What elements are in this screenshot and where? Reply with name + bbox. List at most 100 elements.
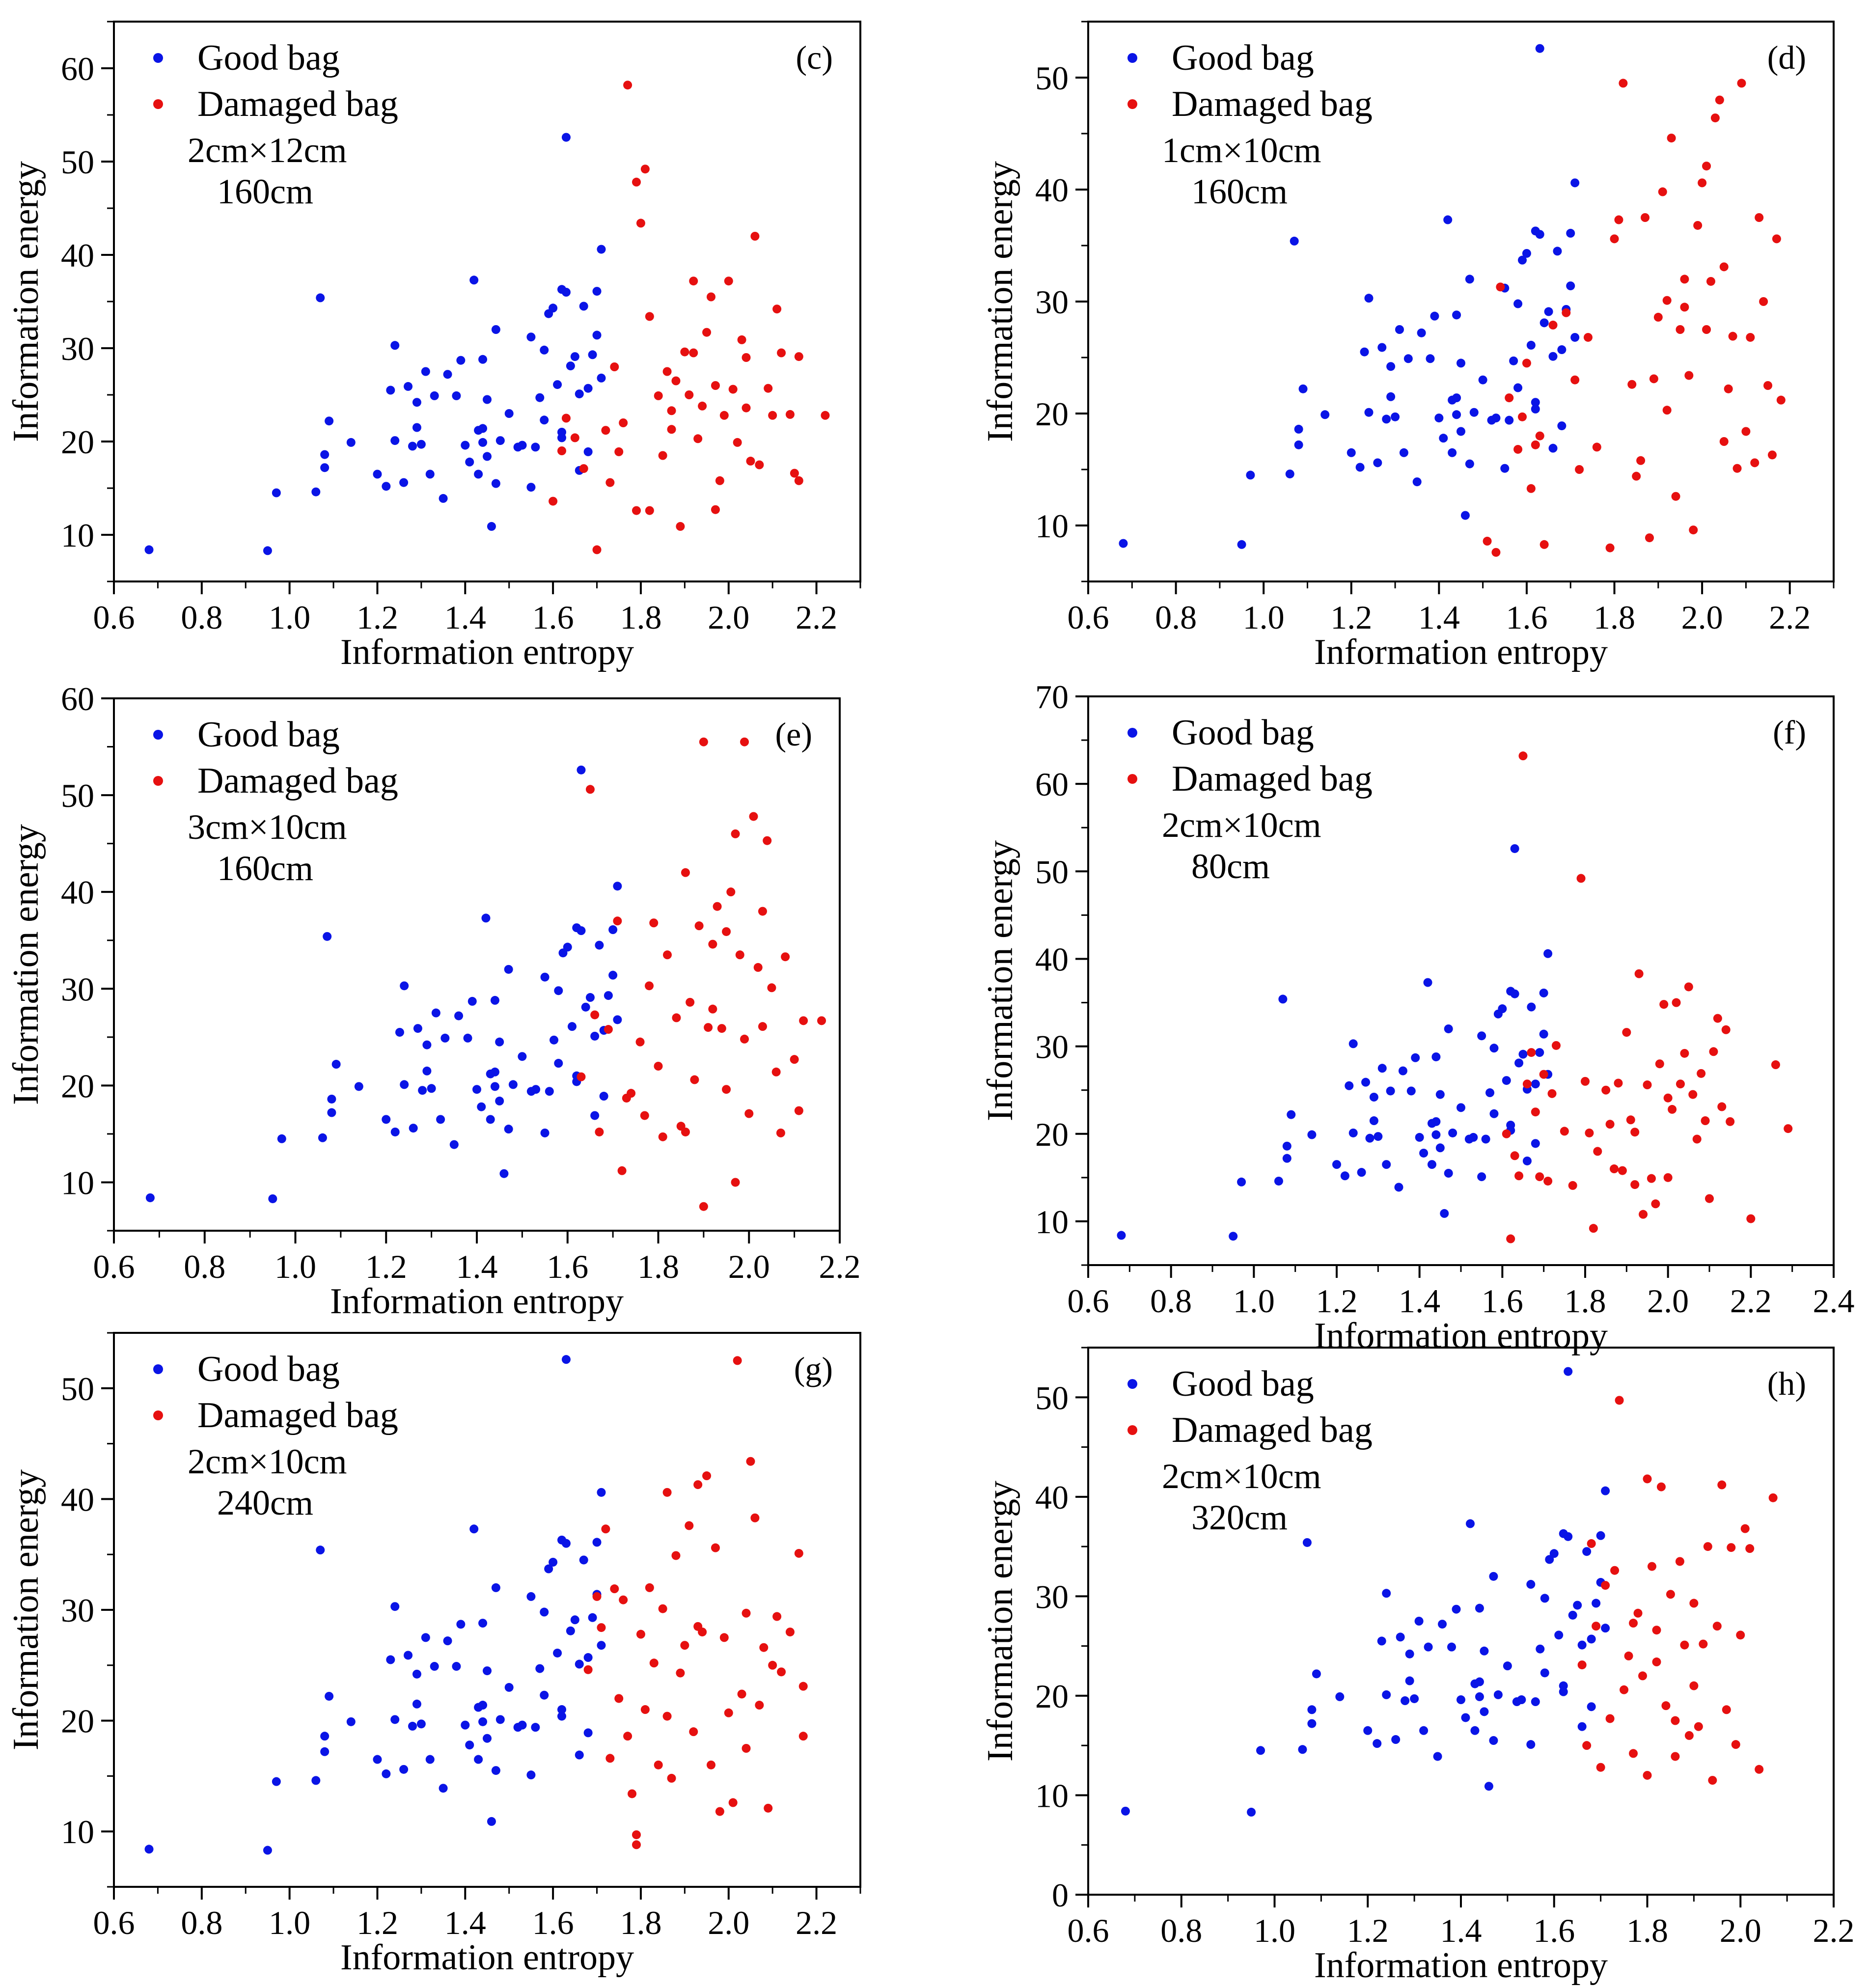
data-point (1622, 1028, 1631, 1037)
data-point (1475, 1677, 1484, 1686)
data-point (1721, 1025, 1731, 1034)
data-point (404, 382, 413, 391)
data-point (1692, 1134, 1702, 1144)
data-point (1522, 1156, 1532, 1165)
data-point (1457, 427, 1465, 436)
data-point (1500, 464, 1510, 473)
legend-marker (153, 730, 163, 740)
y-tick-label: 40 (61, 1481, 94, 1518)
data-point (1544, 307, 1553, 316)
data-point (390, 1602, 400, 1611)
data-point (1430, 311, 1439, 321)
x-tick-label: 2.0 (708, 599, 749, 636)
data-point (311, 487, 321, 497)
data-point (645, 981, 654, 991)
x-tick-label: 1.0 (275, 1248, 316, 1285)
data-point (549, 497, 558, 506)
data-point (1759, 297, 1768, 306)
x-tick-label: 2.0 (1647, 1282, 1689, 1320)
data-point (1610, 234, 1619, 244)
x-tick-label: 2.4 (1813, 1282, 1855, 1320)
legend-marker (153, 776, 163, 786)
data-point (1577, 1660, 1587, 1670)
data-point (1575, 465, 1584, 474)
data-point (595, 1127, 604, 1136)
x-tick-label: 1.0 (1243, 599, 1285, 636)
x-tick-label: 0.6 (93, 1904, 135, 1941)
data-point (1360, 347, 1369, 357)
data-point (689, 276, 698, 286)
data-point (604, 991, 613, 1000)
data-point (540, 972, 550, 982)
data-point (722, 927, 731, 936)
data-point (772, 304, 782, 314)
legend-label: Damaged bag (197, 761, 398, 801)
data-point (1502, 1129, 1511, 1138)
y-tick-label: 50 (1035, 853, 1069, 890)
annotation-text: 160cm (217, 849, 313, 888)
data-point (581, 1002, 590, 1012)
data-point (662, 950, 672, 960)
x-tick-label: 1.8 (620, 599, 661, 636)
data-point (1510, 1151, 1519, 1160)
data-point (1290, 236, 1299, 246)
data-point (1348, 1128, 1358, 1137)
data-point (1348, 1039, 1358, 1049)
data-point (483, 452, 492, 461)
data-point (495, 1715, 505, 1724)
panel-label: (f) (1773, 714, 1806, 751)
data-point (427, 1084, 436, 1093)
data-point (504, 409, 514, 418)
data-point (699, 737, 708, 746)
data-point (1531, 1139, 1540, 1148)
data-point (430, 1662, 439, 1671)
data-point (545, 1087, 554, 1096)
data-point (781, 952, 790, 962)
data-point (1518, 255, 1527, 265)
data-point (495, 436, 505, 445)
y-tick-label: 50 (61, 143, 94, 181)
data-point (567, 1022, 577, 1031)
data-point (531, 1723, 540, 1732)
data-point (694, 921, 704, 931)
data-point (654, 1760, 663, 1769)
data-point (1722, 1705, 1731, 1714)
data-point (422, 1040, 432, 1049)
data-point (1724, 384, 1733, 393)
data-point (373, 469, 382, 479)
data-point (486, 1115, 495, 1124)
data-point (549, 304, 558, 313)
data-point (1332, 1160, 1341, 1169)
data-point (1423, 978, 1432, 987)
x-tick-label: 1.6 (532, 599, 574, 636)
x-axis-title: Information entropy (330, 1281, 624, 1322)
data-point (390, 1127, 400, 1136)
data-point (1554, 1630, 1564, 1640)
data-point (1374, 1132, 1383, 1141)
data-point (1592, 1599, 1601, 1608)
data-point (1480, 1646, 1489, 1656)
data-point (597, 1623, 606, 1632)
data-point (1557, 421, 1567, 431)
data-point (1465, 275, 1474, 284)
x-tick-label: 2.2 (1813, 1912, 1855, 1949)
data-point (595, 940, 604, 950)
data-point (320, 1747, 330, 1756)
data-point (320, 463, 330, 472)
data-point (1452, 310, 1461, 320)
data-point (1431, 1117, 1441, 1126)
legend-label: Damaged bag (197, 84, 398, 124)
y-tick-label: 10 (1035, 507, 1069, 545)
data-point (490, 995, 499, 1005)
data-point (658, 1604, 667, 1613)
data-point (1518, 412, 1527, 421)
data-point (1431, 1052, 1441, 1061)
data-point (667, 1773, 676, 1783)
data-point (1256, 1746, 1265, 1755)
annotation-text: 2cm×10cm (1162, 1457, 1321, 1496)
y-tick-label: 50 (1035, 1379, 1069, 1416)
data-point (1386, 362, 1396, 371)
data-point (540, 1128, 550, 1137)
data-point (518, 1720, 527, 1730)
data-point (465, 457, 474, 467)
